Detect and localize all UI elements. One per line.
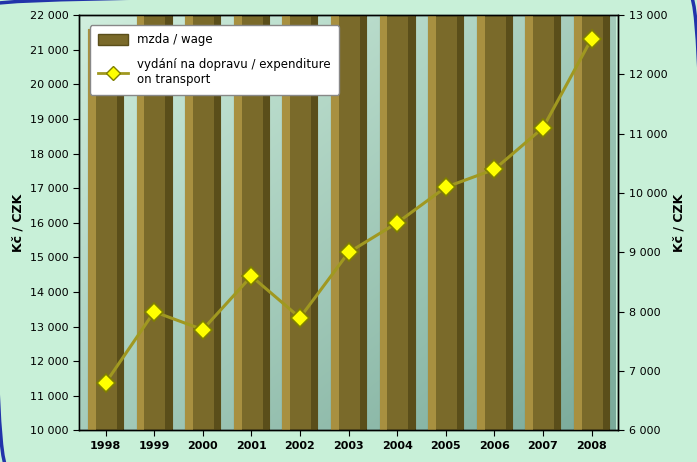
Bar: [282, 0, 317, 431]
Bar: [477, 0, 484, 431]
Bar: [574, 0, 582, 431]
Bar: [331, 0, 339, 431]
Bar: [428, 0, 436, 431]
Bar: [428, 0, 464, 431]
Bar: [234, 0, 242, 431]
Bar: [408, 0, 415, 431]
Bar: [603, 0, 609, 431]
Bar: [574, 0, 609, 431]
Bar: [214, 0, 220, 431]
Bar: [185, 0, 220, 431]
Bar: [137, 0, 144, 431]
Bar: [331, 0, 366, 431]
Bar: [165, 0, 171, 431]
Bar: [360, 0, 366, 431]
Bar: [234, 0, 269, 431]
Bar: [137, 0, 171, 431]
Bar: [263, 0, 269, 431]
Bar: [526, 0, 533, 431]
Bar: [311, 0, 317, 431]
Bar: [88, 29, 95, 431]
Bar: [505, 0, 512, 431]
Bar: [88, 29, 123, 431]
Bar: [117, 29, 123, 431]
Bar: [282, 0, 290, 431]
Bar: [457, 0, 464, 431]
Bar: [526, 0, 560, 431]
Bar: [477, 0, 512, 431]
Y-axis label: Kč / CZK: Kč / CZK: [11, 194, 24, 252]
Bar: [185, 0, 193, 431]
Bar: [380, 0, 415, 431]
Y-axis label: Kč / CZK: Kč / CZK: [673, 194, 686, 252]
Bar: [380, 0, 388, 431]
Legend: mzda / wage, vydání na dopravu / expenditure
on transport: mzda / wage, vydání na dopravu / expendi…: [90, 25, 339, 95]
Bar: [554, 0, 560, 431]
